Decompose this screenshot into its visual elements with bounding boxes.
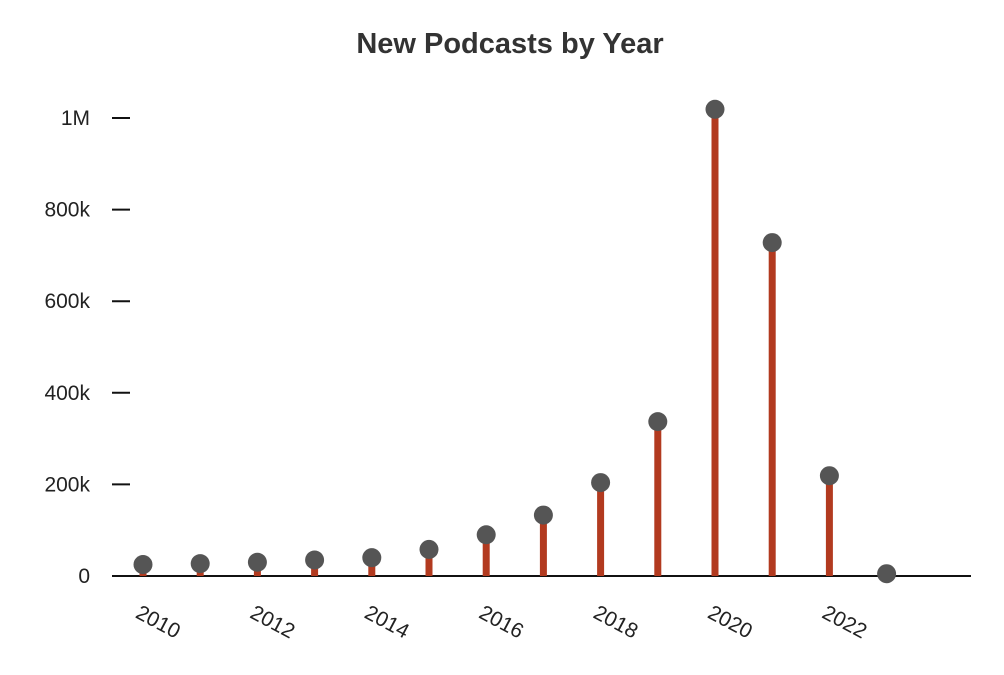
y-axis: 0 200k 400k 600k 800k 1M — [44, 107, 130, 588]
y-tick-label: 0 — [78, 565, 90, 588]
data-point-2023 — [877, 564, 897, 584]
data-point-2012 — [247, 552, 267, 572]
y-tick-label: 1M — [61, 107, 90, 130]
data-point-2020 — [705, 99, 725, 119]
data-point-2018 — [591, 473, 611, 493]
y-tick-label: 400k — [44, 382, 90, 405]
y-tick-label: 800k — [44, 199, 90, 222]
data-point-2017 — [533, 505, 553, 525]
x-tick-label: 2020 — [704, 601, 756, 643]
data-point-2019 — [648, 412, 668, 432]
data-point-2015 — [419, 539, 439, 559]
data-point-2013 — [305, 550, 325, 570]
x-tick-label: 2014 — [361, 601, 413, 643]
x-tick-label: 2018 — [590, 601, 642, 643]
y-tick-label: 200k — [44, 473, 90, 496]
y-tick-label: 600k — [44, 290, 90, 313]
x-tick-label: 2010 — [132, 601, 184, 643]
x-tick-label: 2012 — [246, 601, 298, 643]
x-tick-label: 2016 — [475, 601, 527, 643]
data-point-2021 — [762, 233, 782, 253]
data-point-2014 — [362, 548, 382, 568]
data-point-2022 — [819, 466, 839, 486]
x-tick-label: 2022 — [818, 601, 870, 643]
chart-marks: 2010 2012 2014 2016 2018 2020 2022 — [132, 99, 897, 644]
data-point-2016 — [476, 525, 496, 545]
data-point-2010 — [133, 555, 153, 575]
data-point-2011 — [190, 554, 210, 574]
chart-title: New Podcasts by Year — [356, 28, 664, 60]
